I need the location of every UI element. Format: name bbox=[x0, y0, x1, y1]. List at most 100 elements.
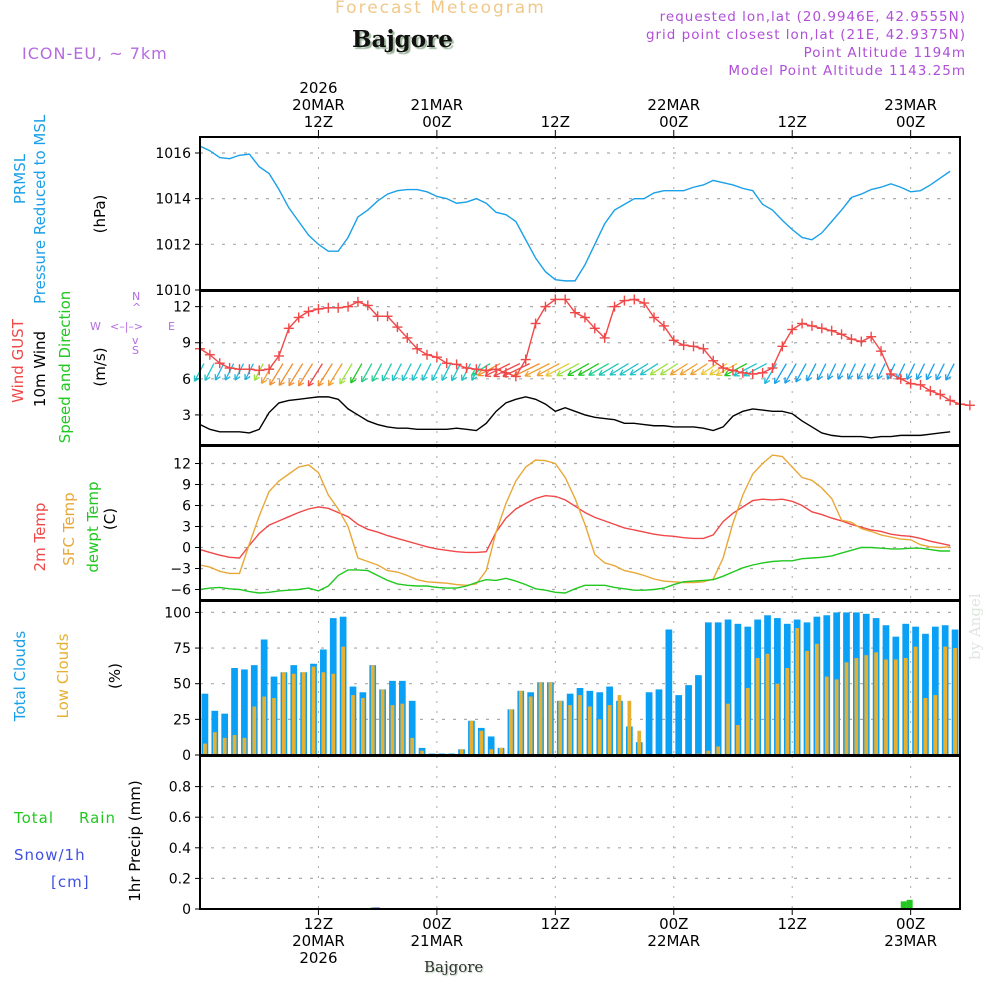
y-tick-label: 0.2 bbox=[169, 871, 191, 887]
snow-unit-label: [cm] bbox=[51, 873, 90, 891]
gust-marker bbox=[945, 395, 956, 406]
wind-arrow-head bbox=[588, 369, 593, 376]
gust-marker bbox=[767, 363, 778, 373]
wind-arrow-head bbox=[916, 375, 923, 381]
low-cloud-bar bbox=[410, 737, 415, 755]
compass-e: E bbox=[168, 320, 175, 333]
low-cloud-bar bbox=[824, 676, 829, 755]
wind-arrow-head bbox=[298, 382, 305, 387]
gust-marker bbox=[412, 343, 423, 354]
wind-arrow-head bbox=[194, 377, 200, 382]
bottom-time-label: 12Z bbox=[778, 915, 807, 933]
wind-arrow-shaft bbox=[670, 363, 688, 376]
y-tick-label: −6 bbox=[170, 583, 191, 599]
top-time-label: 12Z bbox=[778, 113, 807, 131]
gust-marker bbox=[619, 295, 630, 306]
total-cloud-bar bbox=[724, 619, 732, 755]
wind-arrow bbox=[204, 363, 215, 382]
low-cloud-bar bbox=[272, 697, 276, 755]
wind-arrow-head bbox=[278, 381, 285, 387]
low-cloud-bar bbox=[528, 696, 533, 755]
wind-arrow-head bbox=[817, 375, 824, 381]
wind-arrow-head bbox=[906, 375, 913, 381]
gust-marker bbox=[204, 349, 215, 360]
y-tick-label: 0 bbox=[182, 902, 191, 918]
wind-arrow-shaft bbox=[493, 363, 521, 377]
low-cloud-bar bbox=[716, 746, 721, 755]
low-cloud-bar bbox=[726, 703, 730, 755]
wind-arrow-head bbox=[371, 377, 378, 382]
low-cloud-bar bbox=[479, 730, 484, 755]
wind-arrow-shaft bbox=[896, 363, 906, 380]
wind-arrow bbox=[709, 363, 728, 376]
gust-marker bbox=[510, 371, 521, 382]
panel-1: 3 6 9 12 bbox=[173, 290, 975, 446]
wind-arrow-shaft bbox=[288, 363, 304, 387]
total-cloud-bar bbox=[675, 695, 683, 755]
y-tick-label: 6 bbox=[182, 372, 191, 388]
wind-arrow-head bbox=[709, 369, 714, 376]
gust-marker bbox=[609, 301, 620, 312]
wind-arrow-head bbox=[350, 379, 357, 384]
wind-arrow bbox=[441, 363, 452, 382]
gust-marker bbox=[866, 331, 877, 342]
gust-marker bbox=[520, 354, 531, 365]
wind-arrow bbox=[700, 363, 718, 376]
wind-arrow-shaft bbox=[361, 363, 373, 383]
wind-arrow bbox=[816, 363, 827, 381]
gust-marker bbox=[431, 352, 442, 363]
wind-arrow-head bbox=[639, 369, 644, 376]
total-cloud-bar bbox=[734, 623, 742, 755]
wind-arrow bbox=[567, 363, 590, 377]
total-cloud-bar bbox=[714, 622, 722, 755]
gust-marker bbox=[570, 307, 581, 318]
wind-arrow-head bbox=[629, 369, 634, 376]
footer-station: Bajgore bbox=[424, 958, 484, 976]
low-cloud-bar bbox=[203, 743, 207, 755]
wind-arrow-shaft bbox=[381, 363, 393, 382]
y-tick-label: 0 bbox=[182, 748, 191, 764]
gust-marker bbox=[668, 335, 679, 346]
wind-arrow bbox=[724, 363, 748, 377]
total-cloud-bar bbox=[704, 622, 712, 755]
y-tick-label: 0.4 bbox=[169, 841, 191, 857]
wind-arrow-head bbox=[254, 376, 260, 382]
gust-marker bbox=[461, 363, 472, 373]
total-cloud-bar bbox=[487, 736, 495, 755]
gust-marker bbox=[530, 318, 541, 329]
wind-arrow bbox=[278, 363, 294, 387]
wind-arrow bbox=[784, 363, 797, 384]
y-tick-label: 1014 bbox=[155, 192, 191, 208]
wind-arrow bbox=[846, 363, 857, 380]
panel-frame bbox=[199, 136, 961, 291]
wind-arrow-head bbox=[269, 381, 276, 386]
gust-marker bbox=[234, 364, 245, 375]
compass-rose: N ^ W <–|–> E v S bbox=[90, 290, 175, 357]
low-cloud-bar bbox=[538, 682, 543, 755]
wind-arrow bbox=[401, 363, 412, 382]
gust-marker bbox=[589, 323, 600, 334]
gust-marker bbox=[658, 320, 669, 331]
y-tick-label: 50 bbox=[173, 677, 191, 693]
wind-arrow-shaft bbox=[876, 363, 886, 380]
wind-arrow-head bbox=[669, 369, 674, 376]
y-tick-label: 1010 bbox=[155, 283, 191, 299]
total-cloud-bar bbox=[931, 626, 939, 755]
total-cloud-bar bbox=[695, 675, 702, 755]
wind-arrow-head bbox=[659, 369, 664, 376]
wind-arrow bbox=[361, 363, 373, 383]
gust-marker bbox=[718, 363, 729, 373]
low-cloud-bar bbox=[597, 719, 602, 755]
gust-marker bbox=[343, 301, 354, 312]
gust-marker bbox=[876, 346, 887, 357]
wind-arrow-head bbox=[441, 376, 448, 382]
wind-arrow bbox=[327, 363, 343, 387]
wind-arrow bbox=[524, 363, 550, 377]
wind-arrow-head bbox=[689, 369, 694, 375]
total-cloud-bar bbox=[221, 713, 229, 755]
low-cloud-bar bbox=[311, 666, 316, 755]
wind-arrow-head bbox=[764, 379, 771, 385]
series-line-sfc-temp bbox=[199, 454, 951, 587]
low-cloud-bar bbox=[262, 696, 267, 755]
wind-arrow bbox=[350, 363, 363, 384]
